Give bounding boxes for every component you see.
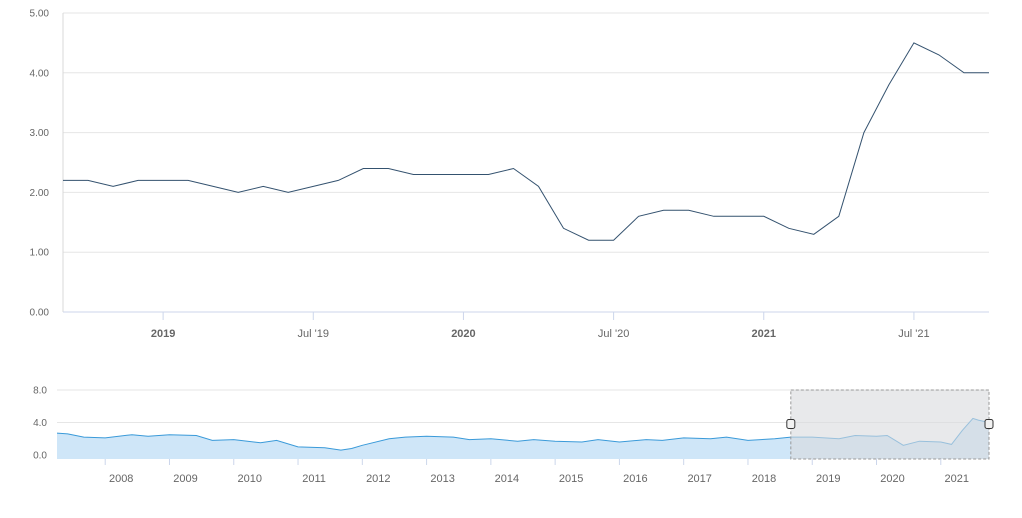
navigator-x-tick-label: 2017 bbox=[687, 473, 711, 485]
navigator-x-tick-label: 2015 bbox=[559, 473, 583, 485]
navigator-x-tick-label: 2013 bbox=[430, 473, 454, 485]
navigator-x-tick-label: 2016 bbox=[623, 473, 647, 485]
y-tick-label: 3.00 bbox=[30, 128, 50, 139]
main-x-axis: 2019 Jul '19 2020 Jul '20 2021 Jul '21 bbox=[151, 312, 930, 340]
navigator-x-tick-label: 2018 bbox=[752, 473, 776, 485]
navigator-x-tick-label: 2021 bbox=[945, 473, 969, 485]
navigator-handles[interactable] bbox=[786, 419, 994, 429]
y-tick-label: 0.00 bbox=[30, 308, 50, 319]
navigator-x-tick-label: 2012 bbox=[366, 473, 390, 485]
navigator-x-tick-label: 2011 bbox=[302, 473, 326, 485]
y-tick-label: 4.00 bbox=[30, 68, 50, 79]
navigator-x-tick-label: 2019 bbox=[816, 473, 840, 485]
navigator-x-tick-label: 2010 bbox=[238, 473, 262, 485]
y-tick-label: 2.00 bbox=[30, 188, 50, 199]
x-tick-label: 2020 bbox=[451, 328, 475, 340]
x-tick-label: Jul '21 bbox=[898, 328, 929, 340]
navigator-y-tick-label: 8.0 bbox=[33, 386, 47, 397]
y-tick-label: 5.00 bbox=[30, 9, 50, 20]
navigator-y-tick-label: 0.0 bbox=[33, 451, 47, 462]
x-tick-label: 2019 bbox=[151, 328, 175, 340]
navigator-y-axis: 0.0 4.0 8.0 bbox=[33, 386, 47, 462]
navigator-x-tick-label: 2020 bbox=[880, 473, 904, 485]
navigator-x-tick-label: 2009 bbox=[173, 473, 197, 485]
y-tick-label: 1.00 bbox=[30, 248, 50, 259]
x-tick-label: Jul '19 bbox=[298, 328, 329, 340]
navigator-area bbox=[57, 418, 989, 459]
navigator-handle-left[interactable] bbox=[786, 419, 796, 429]
navigator-selection[interactable] bbox=[790, 389, 990, 460]
series-line bbox=[63, 42, 989, 241]
navigator-x-tick-label: 2014 bbox=[495, 473, 519, 485]
x-tick-label: 2021 bbox=[752, 328, 776, 340]
x-tick-label: Jul '20 bbox=[598, 328, 629, 340]
navigator-y-tick-label: 4.0 bbox=[33, 418, 47, 429]
main-grid bbox=[62, 12, 989, 313]
navigator-handle-right[interactable] bbox=[984, 419, 994, 429]
navigator-x-axis: 2008 2009 2010 2011 2012 2013 2014 2015 2016 2017… bbox=[104, 459, 969, 485]
navigator-x-tick-label: 2008 bbox=[109, 473, 133, 485]
main-y-axis: 0.00 1.00 2.00 3.00 4.00 5.00 bbox=[30, 9, 50, 319]
